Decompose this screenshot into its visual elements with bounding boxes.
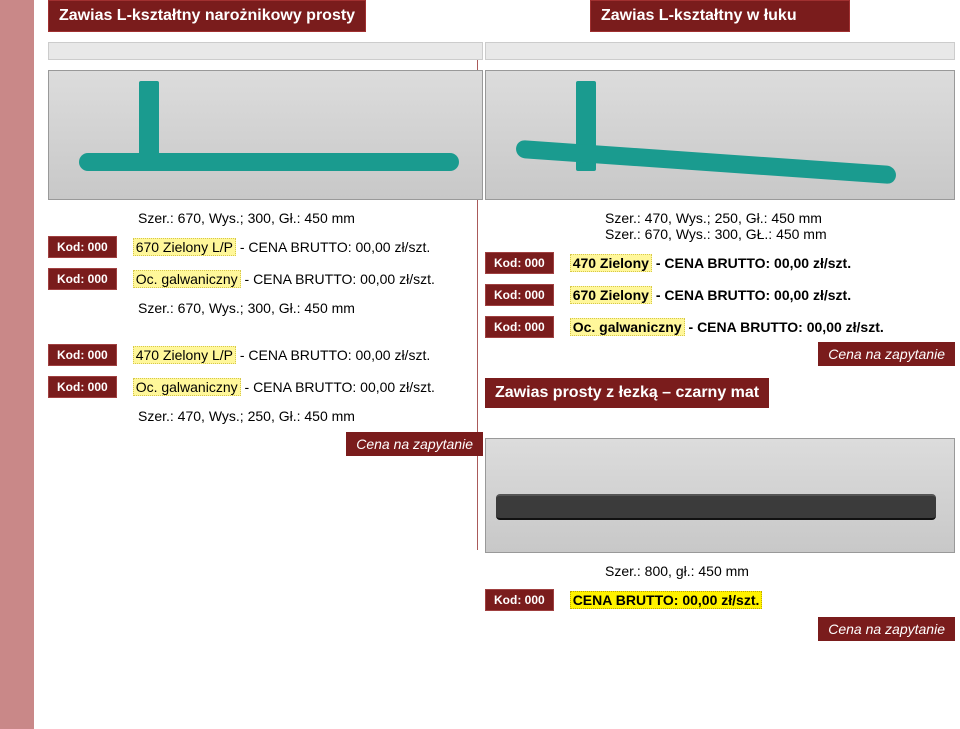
price-text: - CENA BRUTTO: 00,00 zł/szt.	[685, 319, 884, 335]
size-text: Szer.: 470, Wys.; 250, Gł.: 450 mm	[138, 408, 355, 424]
variant: Oc. galwaniczny	[570, 318, 685, 336]
price-hl: CENA BRUTTO: 00,00 zł/szt.	[570, 591, 763, 609]
price-text: - CENA BRUTTO: 00,00 zł/szt.	[652, 287, 851, 303]
kod-badge: Kod: 000	[485, 284, 554, 306]
hinge-image-left	[48, 70, 483, 200]
left-stripe	[0, 0, 34, 729]
size-text: Szer.: 670, Wys.: 300, GŁ.: 450 mm	[605, 226, 955, 242]
variant: 470 Zielony	[570, 254, 652, 272]
price-line: 470 Zielony L/P - CENA BRUTTO: 00,00 zł/…	[133, 347, 431, 363]
cena-na-zapytanie: Cena na zapytanie	[818, 617, 955, 641]
size-line: Szer.: 470, Wys.; 250, Gł.: 450 mm	[138, 408, 483, 424]
price-line: Oc. galwaniczny - CENA BRUTTO: 00,00 zł/…	[133, 271, 435, 287]
price-line: 670 Zielony - CENA BRUTTO: 00,00 zł/szt.	[570, 287, 851, 303]
sub-header: Zawias prosty z łezką – czarny mat	[485, 378, 769, 408]
size-text: Szer.: 670, Wys.; 300, Gł.: 450 mm	[138, 300, 355, 316]
flat-hinge-image	[485, 438, 955, 553]
left-title: Zawias L-kształtny narożnikowy prosty	[48, 0, 366, 32]
price-line: Oc. galwaniczny - CENA BRUTTO: 00,00 zł/…	[570, 319, 884, 335]
size-text: Szer.: 800, gł.: 450 mm	[605, 563, 955, 579]
cena-na-zapytanie: Cena na zapytanie	[818, 342, 955, 366]
kod-badge: Kod: 000	[48, 376, 117, 398]
spacer-bar	[48, 42, 483, 60]
kod-badge: Kod: 000	[48, 344, 117, 366]
price-text: - CENA BRUTTO: 00,00 zł/szt.	[236, 239, 430, 255]
size-text: Szer.: 670, Wys.; 300, Gł.: 450 mm	[138, 210, 355, 226]
price-text: - CENA BRUTTO: 00,00 zł/szt.	[236, 347, 430, 363]
kod-badge: Kod: 000	[48, 268, 117, 290]
kod-badge: Kod: 000	[485, 252, 554, 274]
size-line: Szer.: 670, Wys.; 300, Gł.: 450 mm	[138, 210, 483, 226]
variant: Oc. galwaniczny	[133, 378, 241, 396]
variant: 670 Zielony L/P	[133, 238, 236, 256]
hinge-image-right	[485, 70, 955, 200]
kod-badge: Kod: 000	[485, 316, 554, 338]
price-text: - CENA BRUTTO: 00,00 zł/szt.	[241, 379, 435, 395]
variant: 470 Zielony L/P	[133, 346, 236, 364]
size-text: Szer.: 470, Wys.; 250, Gł.: 450 mm	[605, 210, 955, 226]
price-line: 470 Zielony - CENA BRUTTO: 00,00 zł/szt.	[570, 255, 851, 271]
price-text: - CENA BRUTTO: 00,00 zł/szt.	[241, 271, 435, 287]
left-column: Zawias L-kształtny narożnikowy prosty Sz…	[48, 0, 483, 456]
price-text: - CENA BRUTTO: 00,00 zł/szt.	[652, 255, 851, 271]
price-line: Oc. galwaniczny - CENA BRUTTO: 00,00 zł/…	[133, 379, 435, 395]
kod-badge: Kod: 000	[48, 236, 117, 258]
price-line: CENA BRUTTO: 00,00 zł/szt.	[570, 592, 763, 608]
cena-na-zapytanie: Cena na zapytanie	[346, 432, 483, 456]
spacer-bar	[485, 42, 955, 60]
price-line: 670 Zielony L/P - CENA BRUTTO: 00,00 zł/…	[133, 239, 431, 255]
right-column: Zawias L-kształtny w łuku Szer.: 470, Wy…	[485, 0, 955, 641]
right-title: Zawias L-kształtny w łuku	[590, 0, 850, 32]
variant: 670 Zielony	[570, 286, 652, 304]
kod-badge: Kod: 000	[485, 589, 554, 611]
variant: Oc. galwaniczny	[133, 270, 241, 288]
size-line: Szer.: 670, Wys.; 300, Gł.: 450 mm	[138, 300, 483, 316]
